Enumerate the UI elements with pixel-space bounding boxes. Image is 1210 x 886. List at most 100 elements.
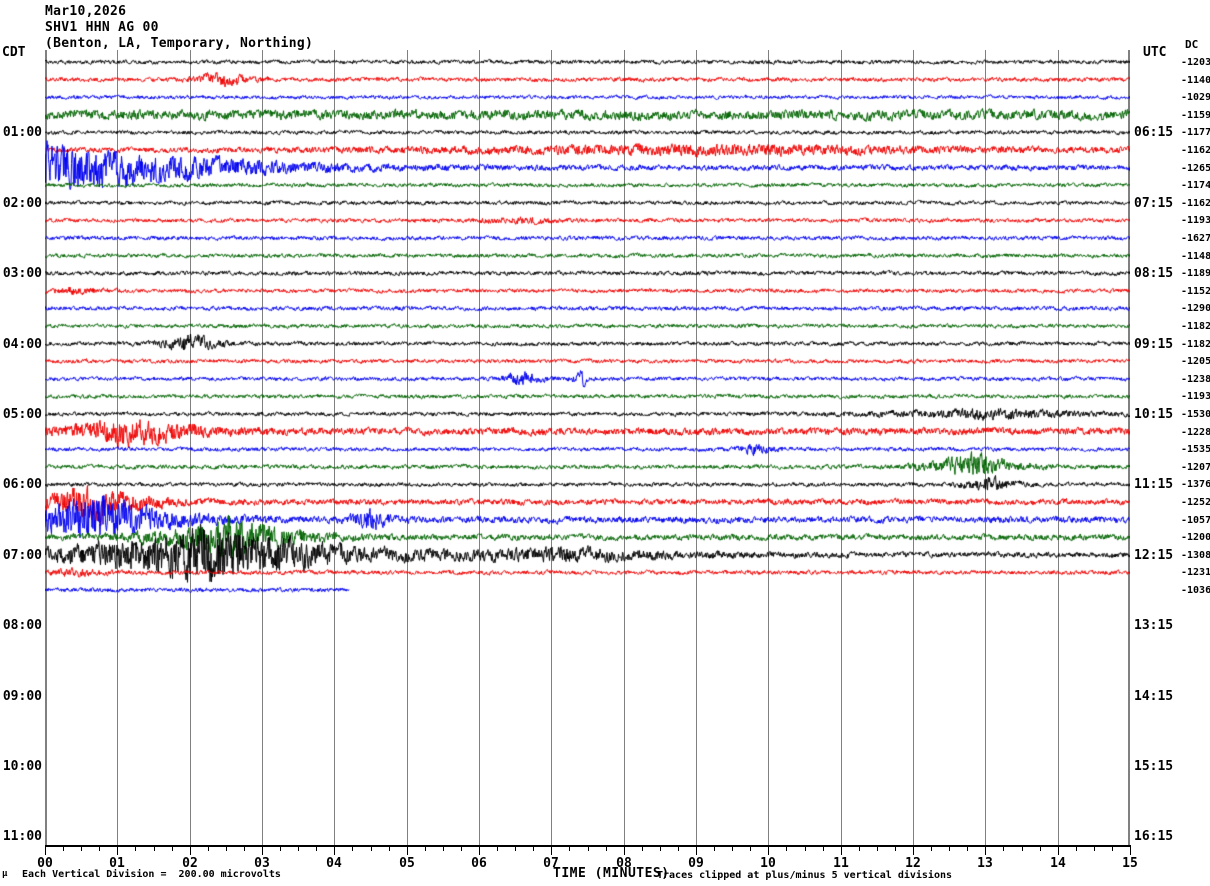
x-tick-minor [823, 845, 824, 851]
x-tick-label-13: 13 [977, 856, 993, 871]
dc-column-header: DC [1185, 38, 1199, 51]
x-axis-line [45, 845, 1130, 847]
dc-value-row-11: -1148 [1181, 250, 1210, 262]
dc-value-row-13: -1152 [1181, 285, 1210, 297]
dc-value-row-24: -1376 [1181, 479, 1210, 491]
x-tick-label-00: 00 [37, 856, 53, 871]
x-tick-label-02: 02 [182, 856, 198, 871]
x-tick-label-15: 15 [1122, 856, 1138, 871]
x-tick-major [407, 845, 408, 855]
x-tick-minor [172, 845, 173, 851]
dc-value-row-14: -1290 [1181, 303, 1210, 315]
left-time-label-0100: 01:00 [2, 125, 42, 141]
x-tick-minor [660, 845, 661, 851]
dc-value-row-10: -1627 [1181, 233, 1210, 244]
dc-value-row-21: -1228 [1181, 426, 1210, 438]
right-time-label-0815: 08:15 [1134, 266, 1174, 282]
x-tick-minor [533, 845, 534, 851]
x-tick-minor [1094, 845, 1095, 851]
x-tick-minor [515, 845, 516, 851]
x-tick-major [45, 845, 46, 855]
dc-value-row-23: -1207 [1181, 461, 1210, 473]
dc-value-row-26: -1057 [1181, 514, 1210, 526]
x-tick-major [1058, 845, 1059, 855]
x-tick-minor [750, 845, 751, 851]
right-time-label-1215: 12:15 [1134, 547, 1174, 563]
dc-value-row-25: -1252 [1181, 497, 1210, 508]
dc-value-row-19: -1193 [1181, 391, 1210, 403]
x-tick-minor [967, 845, 968, 851]
dc-value-row-29: -1231 [1181, 567, 1210, 579]
x-tick-label-14: 14 [1050, 856, 1066, 871]
x-tick-label-04: 04 [326, 856, 342, 871]
left-time-label-1000: 10:00 [2, 759, 42, 774]
x-tick-minor [949, 845, 950, 851]
header-location: (Benton, LA, Temporary, Northing) [45, 36, 314, 51]
x-tick-label-06: 06 [471, 856, 487, 871]
right-timezone-label: UTC [1143, 45, 1167, 60]
x-tick-minor [569, 845, 570, 851]
header-station: SHV1 HHN AG 00 [45, 20, 159, 35]
header-block: Mar10,2026 SHV1 HHN AG 00 (Benton, LA, T… [45, 4, 313, 52]
left-time-label-0300: 03:00 [2, 266, 42, 282]
x-tick-major [841, 845, 842, 855]
x-tick-minor [81, 845, 82, 851]
right-time-label-1415: 14:15 [1134, 688, 1174, 704]
x-tick-label-11: 11 [833, 856, 849, 871]
left-time-label-0400: 04:00 [2, 336, 42, 352]
x-tick-minor [135, 845, 136, 851]
x-tick-minor [99, 845, 100, 851]
header-date: Mar10,2026 [45, 4, 127, 19]
dc-value-row-3: -1159 [1181, 109, 1210, 121]
x-tick-minor [895, 845, 896, 851]
dc-value-row-7: -1174 [1181, 180, 1210, 192]
dc-value-row-22: -1535 [1181, 444, 1210, 456]
x-tick-minor [244, 845, 245, 851]
right-time-label-1115: 11:15 [1134, 477, 1174, 493]
x-tick-minor [352, 845, 353, 851]
x-tick-minor [1076, 845, 1077, 851]
x-tick-minor [280, 845, 281, 851]
dc-value-row-27: -1200 [1181, 532, 1210, 544]
x-tick-minor [63, 845, 64, 851]
right-time-label-0915: 09:15 [1134, 336, 1174, 352]
x-tick-label-03: 03 [254, 856, 270, 871]
x-tick-major [1130, 845, 1131, 855]
right-time-label-1615: 16:15 [1134, 829, 1174, 845]
x-tick-major [117, 845, 118, 855]
x-tick-major [985, 845, 986, 855]
x-tick-major [768, 845, 769, 855]
dc-value-row-16: -1182 [1181, 338, 1210, 350]
x-axis-title: TIME (MINUTES) [553, 866, 670, 881]
dc-value-row-9: -1193 [1181, 215, 1210, 227]
x-tick-label-01: 01 [109, 856, 125, 871]
left-time-label-1100: 11:00 [2, 829, 42, 845]
x-tick-minor [732, 845, 733, 851]
right-time-label-1015: 10:15 [1134, 407, 1174, 422]
left-timezone-label: CDT [2, 45, 26, 60]
x-tick-minor [1022, 845, 1023, 851]
x-tick-minor [588, 845, 589, 851]
left-time-label-0500: 05:00 [2, 407, 42, 422]
x-tick-minor [371, 845, 372, 851]
dc-value-row-28: -1308 [1181, 549, 1210, 561]
x-tick-minor [298, 845, 299, 851]
dc-value-row-17: -1205 [1181, 356, 1210, 368]
seismogram-traces [45, 50, 1130, 845]
x-tick-major [262, 845, 263, 855]
x-tick-minor [805, 845, 806, 851]
dc-value-row-1: -1140 [1181, 74, 1210, 86]
x-tick-major [334, 845, 335, 855]
x-tick-minor [786, 845, 787, 851]
dc-value-row-12: -1189 [1181, 268, 1210, 280]
x-tick-minor [316, 845, 317, 851]
x-tick-major [551, 845, 552, 855]
dc-value-row-8: -1162 [1181, 197, 1210, 209]
x-tick-major [190, 845, 191, 855]
dc-value-row-2: -1029 [1181, 92, 1210, 104]
right-time-label-0715: 07:15 [1134, 195, 1174, 211]
dc-value-row-20: -1530 [1181, 409, 1210, 420]
dc-value-row-5: -1162 [1181, 145, 1210, 156]
x-tick-minor [461, 845, 462, 851]
right-time-label-1315: 13:15 [1134, 618, 1174, 634]
